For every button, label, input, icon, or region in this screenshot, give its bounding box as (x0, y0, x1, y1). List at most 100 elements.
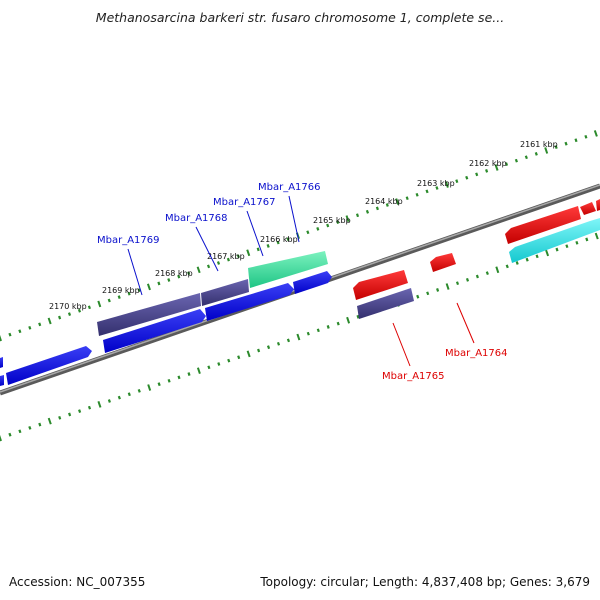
cds-forward[interactable] (6, 346, 92, 385)
major-tick (47, 417, 52, 425)
reverse-strand-features (353, 199, 600, 319)
forward-strand-features (0, 251, 332, 386)
minor-tick (87, 305, 91, 310)
minor-tick (585, 237, 589, 242)
minor-tick (514, 158, 518, 163)
major-tick (196, 367, 201, 375)
cds-forward[interactable] (0, 357, 3, 368)
minor-tick (336, 220, 340, 224)
minor-tick (117, 395, 121, 400)
minor-tick (157, 281, 161, 286)
minor-tick (584, 134, 588, 139)
major-tick (544, 147, 549, 154)
map-title: Methanosarcina barkeri str. fusaro chrom… (95, 10, 505, 25)
major-tick (246, 350, 251, 358)
cds-forward-mbar-a1769[interactable] (97, 293, 201, 336)
cds-forward[interactable] (205, 283, 294, 321)
major-tick (495, 266, 500, 274)
minor-tick (504, 162, 509, 166)
minor-tick (326, 223, 330, 228)
minor-tick (316, 328, 320, 333)
minor-tick (455, 179, 459, 184)
minor-tick (286, 338, 291, 343)
major-tick (0, 334, 2, 342)
minor-tick (58, 315, 62, 320)
major-tick (296, 333, 301, 341)
minor-tick (485, 271, 489, 275)
cds-reverse[interactable] (353, 270, 408, 300)
cds-reverse[interactable] (430, 253, 456, 272)
minor-tick (475, 172, 479, 177)
minor-tick (524, 155, 528, 160)
minor-tick (336, 321, 340, 326)
cds-reverse-mbar-a1765[interactable] (357, 288, 414, 319)
minor-tick (525, 257, 529, 262)
cds-forward-mbar-a1768[interactable] (201, 279, 249, 306)
minor-tick (68, 412, 72, 417)
gene-label-mbar-a1767[interactable]: Mbar_A1767 (213, 197, 276, 208)
minor-tick (177, 375, 181, 380)
minor-tick (58, 415, 62, 420)
tick-label-2162: 2162 kbp (469, 159, 507, 168)
minor-tick (38, 422, 42, 427)
minor-tick (8, 332, 12, 337)
tick-label-2165: 2165 kbp (313, 216, 351, 225)
cds-reverse[interactable] (580, 202, 596, 215)
minor-tick (375, 206, 379, 211)
gene-label-mbar-a1765[interactable]: Mbar_A1765 (382, 371, 445, 382)
major-tick (0, 434, 2, 442)
minor-tick (137, 389, 141, 393)
minor-tick (236, 254, 240, 259)
gene-label-mbar-a1766[interactable]: Mbar_A1766 (258, 182, 321, 193)
minor-tick (455, 281, 460, 286)
cds-forward[interactable] (103, 309, 206, 353)
topology-summary-text: Topology: circular; Length: 4,837,408 bp… (260, 575, 590, 589)
minor-tick (356, 314, 360, 319)
minor-tick (316, 227, 320, 231)
minor-tick (574, 138, 578, 143)
major-tick (345, 215, 350, 223)
minor-tick (187, 271, 191, 276)
major-tick (594, 232, 599, 240)
minor-tick (107, 399, 111, 403)
minor-tick (485, 169, 489, 173)
tick-label-2167: 2167 kbp (207, 252, 245, 261)
major-tick (97, 300, 102, 308)
minor-tick (67, 312, 72, 316)
minor-tick (217, 362, 221, 366)
tick-label-2166: 2166 kbp (260, 235, 298, 244)
connector-mbar-a1765 (392, 322, 411, 367)
minor-tick (237, 355, 241, 360)
cds-reverse[interactable] (596, 199, 600, 211)
minor-tick (257, 348, 261, 353)
tick-label-2161: 2161 kbp (520, 140, 558, 149)
gene-labels: Mbar_A1766 Mbar_A1767 Mbar_A1768 Mbar_A1… (97, 182, 508, 382)
major-tick (346, 316, 351, 324)
minor-tick (167, 278, 171, 282)
minor-tick (266, 244, 270, 248)
cds-reverse[interactable] (505, 206, 581, 244)
gene-label-mbar-a1769[interactable]: Mbar_A1769 (97, 235, 160, 246)
minor-tick (276, 341, 281, 346)
cds-forward[interactable] (293, 271, 332, 294)
minor-tick (87, 405, 92, 410)
minor-tick (365, 209, 370, 214)
gene-label-mbar-a1764[interactable]: Mbar_A1764 (445, 348, 508, 359)
minor-tick (416, 294, 420, 299)
minor-tick (306, 331, 310, 336)
tick-label-2164: 2164 kbp (365, 197, 403, 206)
minor-tick (18, 329, 22, 334)
minor-tick (107, 298, 111, 303)
gene-label-mbar-a1768[interactable]: Mbar_A1768 (165, 213, 228, 224)
minor-tick (385, 203, 389, 207)
connector-mbar-a1766 (288, 195, 300, 243)
cds-forward[interactable] (0, 375, 4, 386)
major-tick (545, 249, 550, 257)
minor-tick (575, 240, 579, 245)
minor-tick (535, 254, 539, 259)
cds-forward-mbar-a1767[interactable] (248, 251, 328, 288)
cds-reverse-cyan[interactable] (509, 218, 600, 263)
tick-label-2163: 2163 kbp (417, 179, 455, 188)
tick-label-2168: 2168 kbp (155, 269, 193, 278)
